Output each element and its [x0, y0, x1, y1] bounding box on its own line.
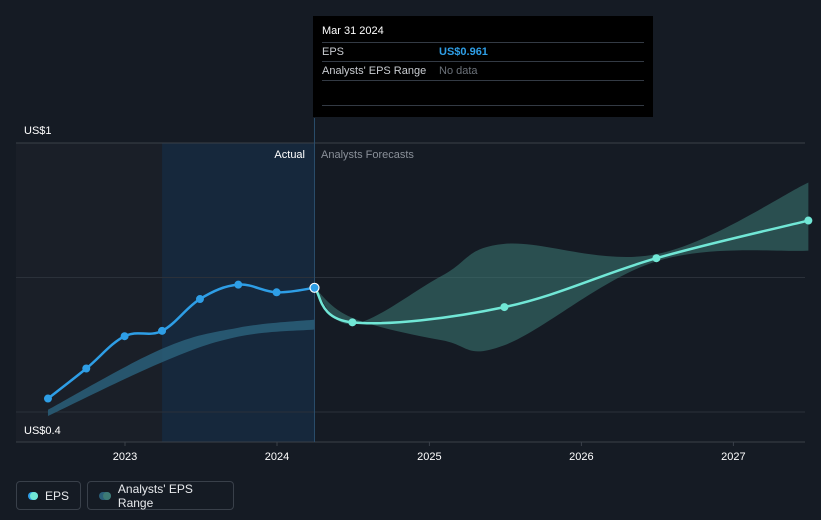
x-tick-label: 2023: [113, 451, 137, 463]
past-period-shade: [16, 143, 163, 442]
forecast-eps-range-band: [314, 182, 809, 352]
y-axis-top-label: US$1: [24, 125, 52, 137]
legend-eps[interactable]: EPS: [16, 481, 81, 510]
eps-actual-point[interactable]: [43, 394, 52, 403]
x-tick-label: 2025: [417, 451, 441, 463]
tooltip-eps-value: US$0.961: [439, 46, 488, 58]
tooltip-spacer: [322, 81, 644, 106]
legend-eps-range[interactable]: Analysts' EPS Range: [87, 481, 234, 510]
eps-swatch-icon: [28, 491, 38, 500]
eps-forecast-line: [313, 219, 809, 325]
range-swatch-icon: [99, 491, 111, 500]
forecast-region-label: Analysts Forecasts: [321, 149, 414, 161]
x-tick-label: 2027: [721, 451, 745, 463]
eps-actual-point[interactable]: [195, 295, 204, 304]
eps-actual-point[interactable]: [234, 280, 243, 289]
eps-forecast-point[interactable]: [804, 216, 813, 225]
tooltip-date: Mar 31 2024: [322, 24, 644, 43]
hover-tooltip: Mar 31 2024 EPS US$0.961 Analysts' EPS R…: [313, 16, 653, 117]
historic-eps-range-band: [47, 319, 315, 417]
eps-actual-point[interactable]: [272, 288, 281, 297]
tooltip-row-eps: EPS US$0.961: [322, 43, 644, 62]
tooltip-row-range: Analysts' EPS Range No data: [322, 62, 644, 81]
eps-actual-point[interactable]: [158, 326, 167, 335]
eps-actual-point[interactable]: [82, 364, 91, 373]
eps-forecast-point[interactable]: [652, 254, 661, 263]
legend-eps-label: EPS: [44, 488, 69, 503]
tooltip-range-label: Analysts' EPS Range: [322, 65, 427, 77]
y-axis-bottom-label: US$0.4: [24, 425, 61, 437]
tooltip-eps-label: EPS: [322, 46, 345, 58]
eps-actual-point-highlighted[interactable]: [309, 282, 320, 293]
eps-forecast-point[interactable]: [348, 318, 357, 327]
x-tick-label: 2024: [265, 451, 289, 463]
actual-region-label: Actual: [274, 149, 305, 161]
legend-range-label: Analysts' EPS Range: [117, 481, 193, 510]
tooltip-range-value: No data: [439, 65, 478, 77]
x-tick-label: 2026: [569, 451, 593, 463]
eps-actual-point[interactable]: [120, 332, 129, 341]
eps-forecast-point[interactable]: [500, 303, 509, 312]
